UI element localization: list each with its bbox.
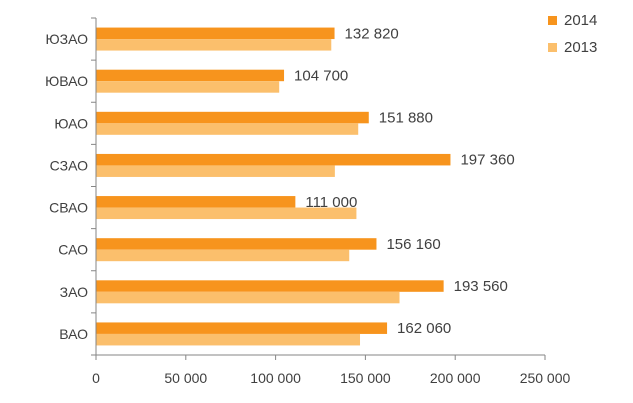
x-tick-label: 50 000 (164, 370, 207, 386)
bar-2014-СЗАО (96, 153, 451, 166)
bar-2013-ЗАО (96, 291, 400, 304)
y-tick-label: ЮАО (54, 115, 88, 131)
y-tick-label: САО (58, 242, 88, 258)
legend-label-2013: 2013 (564, 39, 597, 56)
bar-2014-ЮАО (96, 111, 369, 124)
y-tick-label: СЗАО (50, 157, 88, 173)
data-label-СВАО: 111 000 (305, 194, 357, 211)
bar-2013-ЮЗАО (96, 39, 332, 51)
bar-2013-САО (96, 249, 350, 262)
x-tick-label: 250 000 (520, 370, 571, 386)
bar-2014-ЗАО (96, 280, 444, 292)
x-tick-label: 100 000 (250, 370, 301, 386)
bar-2013-ЮАО (96, 123, 359, 135)
y-tick-label: ЗАО (60, 284, 88, 300)
x-tick-label: 200 000 (430, 370, 481, 386)
data-label-ЗАО: 193 560 (454, 278, 508, 295)
data-label-ВАО: 162 060 (397, 320, 451, 337)
bar-2014-ЮЗАО (96, 27, 335, 40)
bar-2014-СВАО (96, 196, 296, 208)
bar-2013-СЗАО (96, 165, 335, 177)
bar-2014-ЮВАО (96, 69, 285, 82)
plot-area: 132 820 104 700 151 880 197 360 111 000 156 1… (96, 25, 515, 346)
bar-2014-САО (96, 238, 377, 250)
legend-swatch-2014 (548, 16, 557, 25)
y-tick-label: ВАО (59, 326, 88, 342)
bar-2013-ВАО (96, 333, 361, 346)
legend-swatch-2013 (548, 43, 557, 52)
data-label-ЮАО: 151 880 (379, 110, 433, 127)
x-tick-label: 0 (92, 370, 100, 386)
y-tick-label: СВАО (49, 200, 88, 216)
y-tick-label: ЮЗАО (45, 31, 88, 47)
legend-label-2014: 2014 (564, 12, 597, 29)
y-tick-label: ЮВАО (45, 73, 88, 89)
data-label-ЮВАО: 104 700 (294, 67, 348, 84)
bar-2013-СВАО (96, 207, 357, 220)
bar-2014-ВАО (96, 322, 388, 334)
x-tick-label: 150 000 (340, 370, 391, 386)
data-label-ЮЗАО: 132 820 (345, 25, 399, 42)
bar-2013-ЮВАО (96, 81, 280, 93)
data-label-САО: 156 160 (386, 236, 440, 253)
data-label-СЗАО: 197 360 (460, 152, 514, 169)
legend: 2014 2013 (548, 12, 597, 56)
axes: ЮЗАО ЮВАО ЮАО СЗАО СВАО САО ЗАО ВАО 0 50 000 100 0… (45, 17, 571, 386)
